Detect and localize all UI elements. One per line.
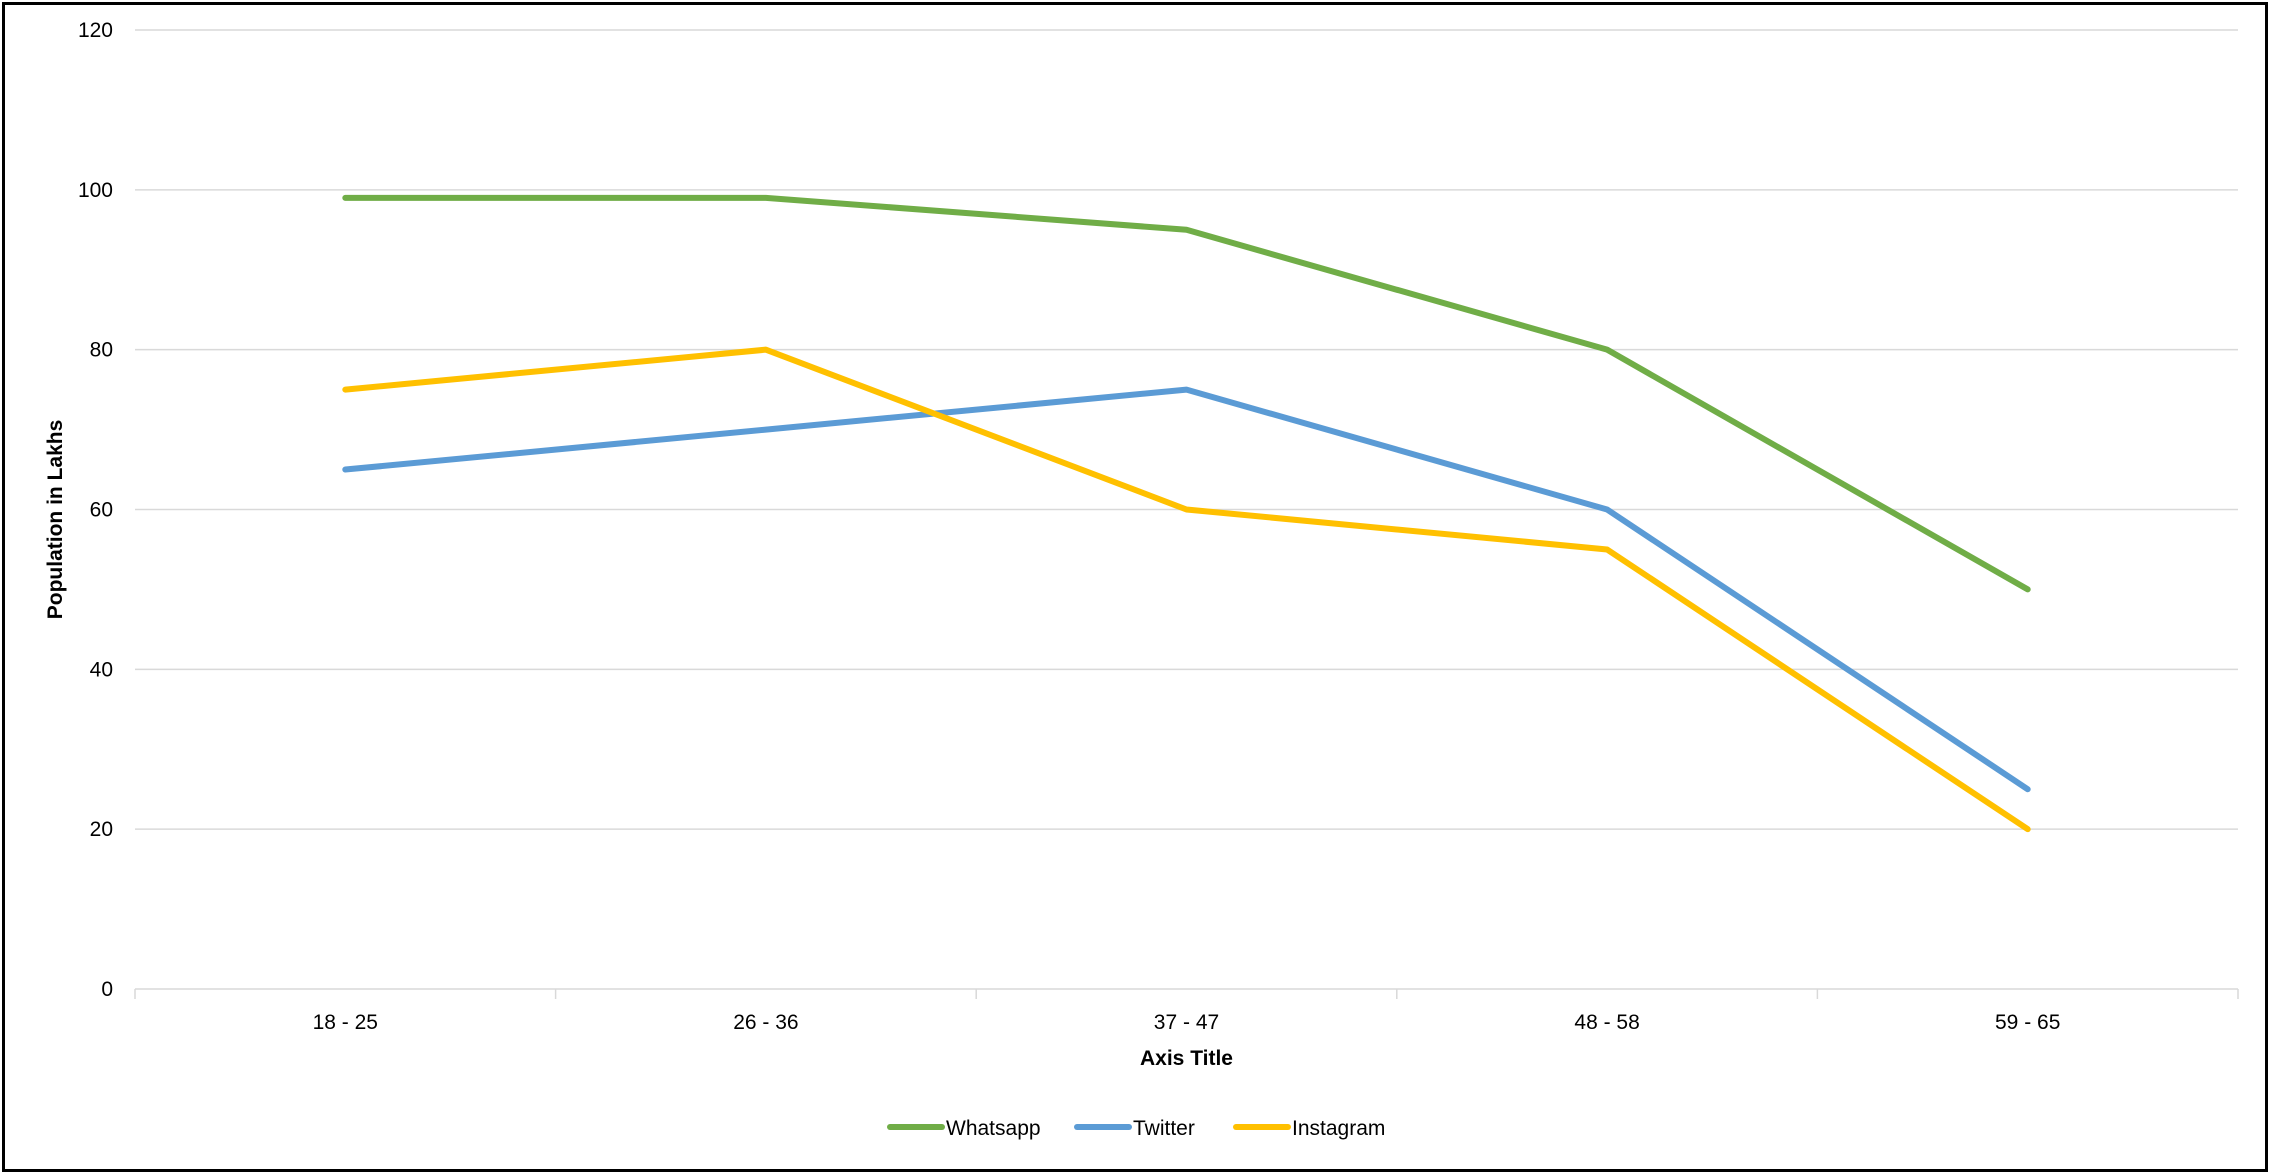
y-axis-ticks: 0 20 40 60 80 100 120 bbox=[78, 19, 113, 1001]
y-tick-label: 40 bbox=[90, 658, 113, 681]
x-tick-label: 26 - 36 bbox=[733, 1011, 798, 1034]
y-tick-label: 100 bbox=[78, 179, 113, 202]
legend-label-whatsapp: Whatsapp bbox=[946, 1117, 1041, 1140]
x-axis-ticks: 18 - 25 26 - 36 37 - 47 48 - 58 59 - 65 bbox=[134, 989, 2239, 1034]
x-axis-title: Axis Title bbox=[1140, 1047, 1233, 1070]
series-line-whatsapp bbox=[342, 194, 2031, 593]
series-line-instagram bbox=[342, 346, 2031, 833]
legend-label-twitter: Twitter bbox=[1133, 1117, 1195, 1140]
x-tick-label: 18 - 25 bbox=[313, 1011, 378, 1034]
gridlines bbox=[135, 29, 2238, 830]
y-tick-label: 80 bbox=[90, 339, 113, 362]
legend-label-instagram: Instagram bbox=[1292, 1117, 1385, 1140]
y-tick-label: 20 bbox=[90, 818, 113, 841]
x-tick-label: 48 - 58 bbox=[1574, 1011, 1639, 1034]
y-tick-label: 120 bbox=[78, 19, 113, 42]
series-lines bbox=[342, 194, 2031, 833]
x-tick-label: 59 - 65 bbox=[1995, 1011, 2060, 1034]
series-line-twitter bbox=[342, 386, 2031, 793]
legend: Whatsapp Twitter Instagram bbox=[887, 1117, 1385, 1140]
y-tick-label: 60 bbox=[90, 499, 113, 522]
y-tick-label: 0 bbox=[101, 978, 113, 1001]
y-axis-title: Population in Lakhs bbox=[44, 420, 67, 620]
x-tick-label: 37 - 47 bbox=[1154, 1011, 1219, 1034]
